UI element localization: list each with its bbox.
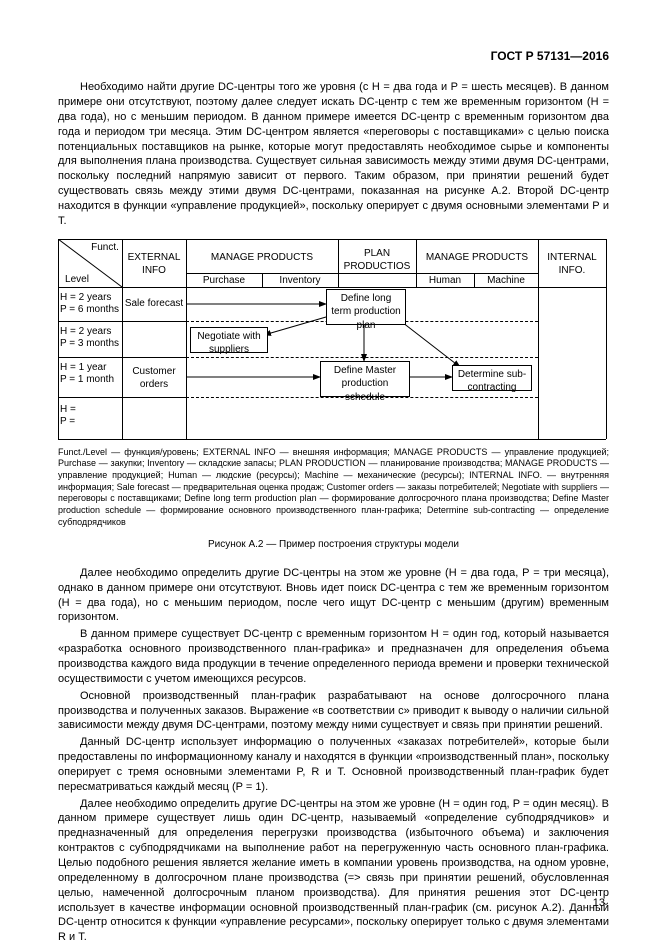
hdr-manage2: MANAGE PRODUCTS xyxy=(416,251,538,265)
r1ext: Sale forecast xyxy=(122,297,186,311)
body-p1: Далее необходимо определить другие DC-це… xyxy=(58,566,609,625)
hdr-purchase: Purchase xyxy=(186,274,262,288)
r3ext: Customer orders xyxy=(122,365,186,392)
page-number: 13 xyxy=(593,896,605,911)
hdr-machine: Machine xyxy=(474,274,538,288)
box-define-master: Define Master production schedule xyxy=(320,361,410,397)
hdr-human: Human xyxy=(416,274,474,288)
hdr-level: Level xyxy=(60,273,94,287)
body-p2: В данном примере существует DC-центр с в… xyxy=(58,627,609,686)
hdr-external: EXTERNAL INFO xyxy=(122,251,186,278)
intro-paragraph: Необходимо найти другие DC-центры того ж… xyxy=(58,80,609,228)
hdr-funct: Funct. xyxy=(88,241,122,255)
body-p3: Основной производственный план-график ра… xyxy=(58,689,609,734)
r4p: P = xyxy=(60,415,120,429)
box-determine-sub: Determine sub-contracting xyxy=(452,365,532,391)
hdr-internal: INTERNAL INFO. xyxy=(538,251,606,278)
doc-header: ГОСТ Р 57131—2016 xyxy=(58,48,609,64)
box-define-longterm: Define long term production plan xyxy=(326,289,406,325)
figure-caption: Рисунок А.2 — Пример построения структур… xyxy=(58,538,609,552)
diagram-legend: Funct./Level — функция/уровень; EXTERNAL… xyxy=(58,447,609,529)
r2p: P = 3 months xyxy=(60,337,120,351)
body-p4: Данный DC-центр использует информацию о … xyxy=(58,735,609,794)
body-p5: Далее необходимо определить другие DC-це… xyxy=(58,797,609,945)
r3p: P = 1 month xyxy=(60,373,120,387)
hdr-plan: PLAN PRODUCTIOS xyxy=(338,247,416,274)
hdr-manage1: MANAGE PRODUCTS xyxy=(186,251,338,265)
r1p: P = 6 months xyxy=(60,303,120,317)
box-negotiate: Negotiate with suppliers xyxy=(190,327,268,353)
model-structure-diagram: Funct. Level EXTERNAL INFO MANAGE PRODUC… xyxy=(58,239,606,439)
hdr-inventory: Inventory xyxy=(262,274,338,288)
